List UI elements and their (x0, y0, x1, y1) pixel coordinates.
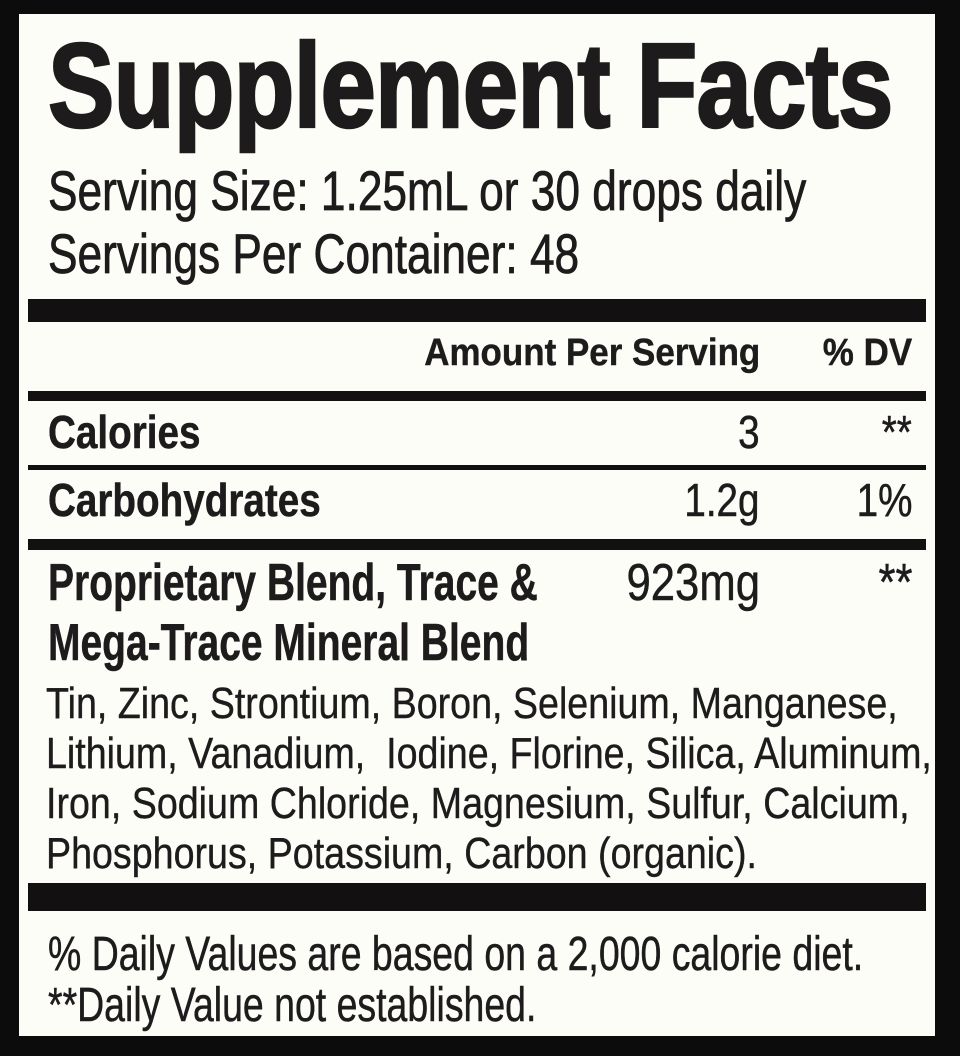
facts-title: Supplement Facts (47, 19, 935, 153)
separator-bar-top (28, 299, 926, 322)
ingredient-line: Iron, Sodium Chloride, Magnesium, Sulfur… (46, 779, 935, 828)
ingredient-line-text: Tin, Zinc, Strontium, Boron, Selenium, M… (46, 679, 898, 728)
blend-dv-text: ** (877, 554, 912, 612)
nutrient-amount: 1.2g (670, 474, 761, 526)
ingredient-line: Phosphorus, Potassium, Carbon (organic). (46, 829, 878, 878)
nutrient-amount-text: 1.2g (684, 474, 761, 526)
blend-name-line-2-text: Mega-Trace Mineral Blend (48, 614, 530, 672)
blend-row: Proprietary Blend, Trace & 923mg ** (48, 554, 912, 612)
nutrient-row-carbohydrates: Carbohydrates 1.2g 1% (48, 477, 912, 527)
blend-amount-text: 923mg (626, 554, 760, 612)
ingredient-line-text: Lithium, Vanadium, Iodine, Florine, Sili… (46, 729, 932, 778)
blend-dv: ** (872, 554, 912, 612)
footnote-not-established: **Daily Value not established. (48, 979, 674, 1032)
percent-dv-header: % DV (815, 334, 912, 372)
ingredient-line-text: Phosphorus, Potassium, Carbon (organic). (46, 829, 757, 878)
separator-bar-bottom (28, 883, 926, 911)
percent-dv-header-text: % DV (822, 332, 912, 374)
nutrient-name-text: Calories (48, 406, 201, 458)
nutrient-dv: ** (876, 406, 913, 458)
amount-per-serving-header: Amount Per Serving (395, 334, 760, 372)
nutrient-amount-text: 3 (738, 406, 760, 458)
column-header-row: Amount Per Serving % DV (48, 334, 912, 384)
amount-per-serving-header-text: Amount Per Serving (423, 332, 760, 374)
nutrient-dv-text: ** (881, 406, 913, 458)
nutrient-name: Calories (48, 406, 912, 458)
serving-size-text: Serving Size: 1.25mL or 30 drops daily (48, 159, 807, 222)
footnote-daily-values: % Daily Values are based on a 2,000 calo… (48, 928, 935, 981)
nutrient-dv: 1% (846, 474, 912, 526)
blend-name-line-2: Mega-Trace Mineral Blend (48, 614, 690, 672)
nutrient-amount: 3 (734, 406, 760, 458)
nutrient-dv-text: 1% (856, 474, 912, 526)
row-divider-thin (28, 465, 926, 470)
footnote-daily-values-text: % Daily Values are based on a 2,000 calo… (48, 928, 864, 981)
ingredient-line: Lithium, Vanadium, Iodine, Florine, Sili… (46, 729, 935, 778)
supplement-facts-panel: Supplement Facts Serving Size: 1.25mL or… (19, 14, 935, 1036)
nutrient-name-text: Carbohydrates (48, 474, 321, 526)
nutrient-name: Carbohydrates (48, 474, 912, 526)
separator-bar-mid (28, 539, 926, 550)
ingredient-line: Tin, Zinc, Strontium, Boron, Selenium, M… (46, 679, 935, 728)
servings-per-container-line: Servings Per Container: 48 (48, 222, 720, 285)
blend-name-line-1-text: Proprietary Blend, Trace & (48, 554, 538, 612)
nutrient-row-calories: Calories 3 ** (48, 409, 912, 459)
facts-title-text: Supplement Facts (47, 19, 894, 153)
blend-amount: 923mg (601, 554, 760, 612)
footnote-not-established-text: **Daily Value not established. (48, 979, 537, 1032)
serving-size-line: Serving Size: 1.25mL or 30 drops daily (48, 159, 935, 222)
servings-per-container-text: Servings Per Container: 48 (48, 222, 580, 285)
ingredient-line-text: Iron, Sodium Chloride, Magnesium, Sulfur… (46, 779, 910, 828)
blend-name-line-1: Proprietary Blend, Trace & (48, 554, 912, 612)
header-rule (28, 391, 926, 401)
